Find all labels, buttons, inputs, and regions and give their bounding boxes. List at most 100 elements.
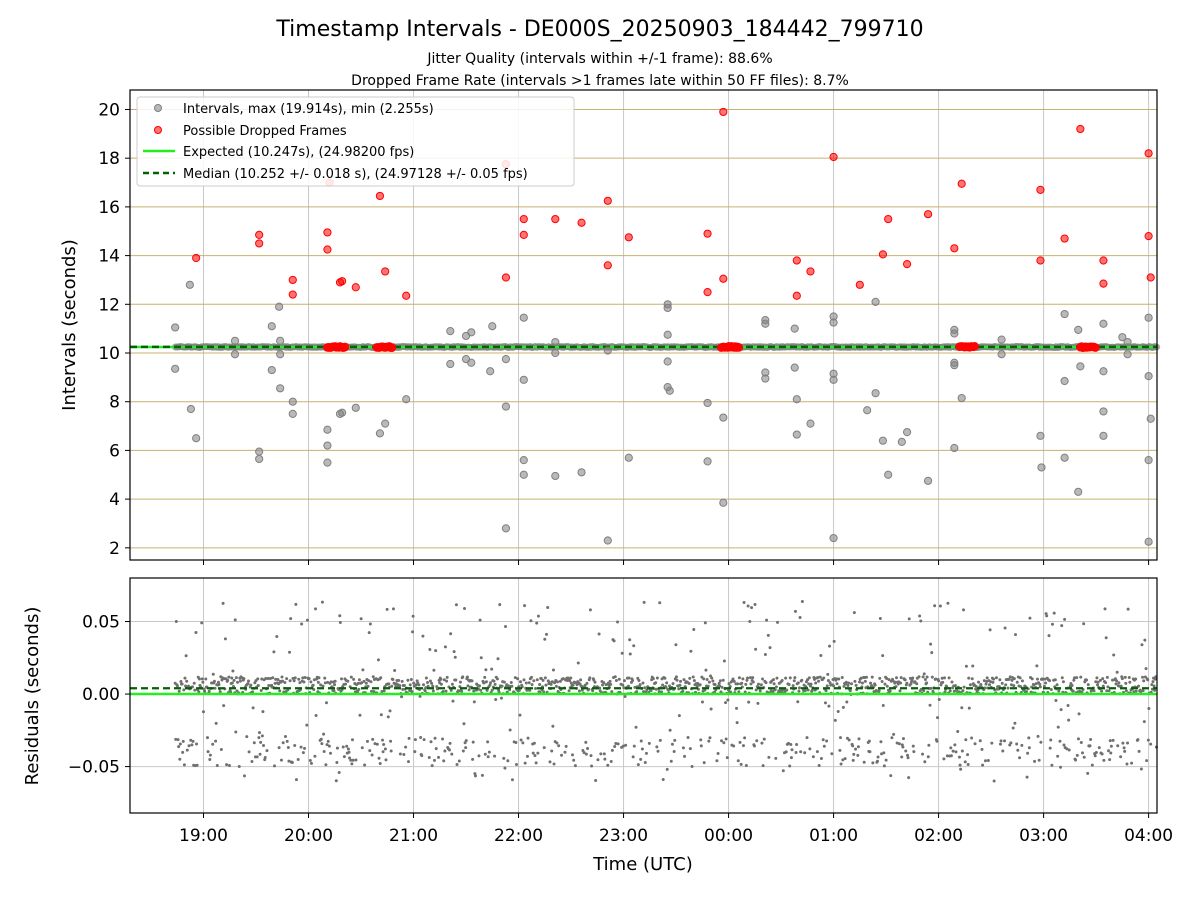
residual-point — [262, 744, 266, 748]
residual-point — [584, 752, 588, 756]
residual-point — [1012, 684, 1016, 688]
residual-point — [534, 761, 538, 765]
residual-point — [391, 678, 395, 682]
residual-point — [357, 678, 361, 682]
residual-point — [727, 682, 731, 686]
interval-point — [1099, 367, 1108, 376]
residual-point — [719, 690, 723, 694]
bottom-y-tick-label: 0.05 — [82, 613, 120, 633]
residual-point — [264, 677, 268, 681]
residual-point — [876, 755, 880, 759]
residual-point — [1072, 676, 1076, 680]
residual-point — [614, 741, 618, 745]
residual-point — [826, 678, 830, 682]
residual-point — [180, 682, 184, 686]
x-tick-label: 01:00 — [809, 826, 858, 846]
residual-point — [389, 739, 393, 743]
dropped-point — [603, 261, 612, 270]
residual-point — [871, 761, 875, 765]
residual-point — [429, 740, 433, 744]
residual-point — [316, 680, 320, 684]
residual-point — [496, 657, 500, 661]
interval-point — [950, 329, 959, 338]
residual-point — [345, 744, 349, 748]
dropped-point — [624, 233, 633, 242]
bottom-y-tick-label: 0.00 — [82, 685, 120, 705]
residual-point — [732, 744, 736, 748]
residual-point — [961, 689, 965, 693]
residual-point — [550, 680, 554, 684]
residual-point — [750, 606, 754, 610]
residual-point — [709, 707, 713, 711]
interval-point — [446, 326, 455, 336]
residual-point — [486, 740, 490, 744]
residual-point — [1035, 677, 1039, 681]
residual-point — [450, 682, 454, 686]
residual-point — [448, 741, 452, 745]
residual-point — [380, 689, 384, 693]
interval-point — [577, 468, 586, 477]
top-axes-frame — [129, 89, 1158, 561]
interval-point — [923, 476, 933, 485]
residual-point — [911, 676, 915, 680]
residual-point — [431, 689, 435, 693]
residual-point — [552, 762, 556, 766]
residual-point — [810, 688, 814, 692]
residual-point — [542, 690, 546, 694]
residual-point — [1062, 743, 1066, 747]
residual-point — [473, 772, 477, 776]
residual-point — [1085, 678, 1089, 682]
residual-point — [457, 759, 461, 763]
residual-point — [692, 679, 696, 683]
residual-point — [594, 778, 598, 782]
residual-point — [181, 739, 185, 743]
residual-point — [634, 725, 638, 729]
interval-point — [501, 354, 511, 364]
residual-point — [722, 659, 726, 663]
residual-point — [602, 752, 606, 756]
x-tick-label: 19:00 — [179, 826, 228, 846]
residual-point — [1090, 763, 1094, 767]
residual-point — [385, 607, 389, 611]
residual-point — [524, 681, 528, 685]
residual-point — [534, 686, 538, 690]
residual-point — [877, 689, 881, 693]
residual-point — [465, 675, 469, 679]
residual-point — [502, 680, 506, 684]
residual-point — [994, 676, 998, 680]
interval-point — [1123, 337, 1132, 347]
residual-point — [423, 689, 427, 693]
residual-point — [751, 680, 755, 684]
residual-point — [632, 744, 636, 748]
residual-point — [1033, 759, 1037, 763]
residual-point — [191, 739, 195, 743]
residual-point — [1000, 681, 1004, 685]
top-y-tick-label: 2 — [109, 539, 120, 559]
residual-point — [368, 622, 372, 626]
residual-point — [674, 643, 678, 647]
residual-point — [930, 651, 934, 655]
residual-point — [375, 742, 379, 746]
residual-point — [647, 741, 651, 745]
residual-point — [211, 742, 215, 746]
residual-point — [342, 755, 346, 759]
top-y-axis-label: Intervals (seconds) — [59, 239, 80, 411]
dropped-point — [1144, 149, 1153, 158]
residual-point — [352, 677, 356, 681]
residual-point — [775, 676, 779, 680]
residual-point — [582, 751, 586, 755]
residual-point — [1086, 771, 1090, 775]
residual-point — [963, 760, 967, 764]
residual-point — [968, 683, 972, 687]
residual-point — [314, 607, 318, 611]
residual-point — [348, 756, 352, 760]
residual-point — [223, 637, 227, 641]
residual-point — [232, 678, 236, 682]
residual-point — [725, 756, 729, 760]
dropped-point — [855, 280, 864, 289]
residual-point — [303, 746, 307, 750]
residual-point — [349, 675, 353, 679]
residual-point — [1126, 741, 1130, 745]
residual-point — [878, 676, 882, 680]
residual-point — [1007, 677, 1011, 681]
